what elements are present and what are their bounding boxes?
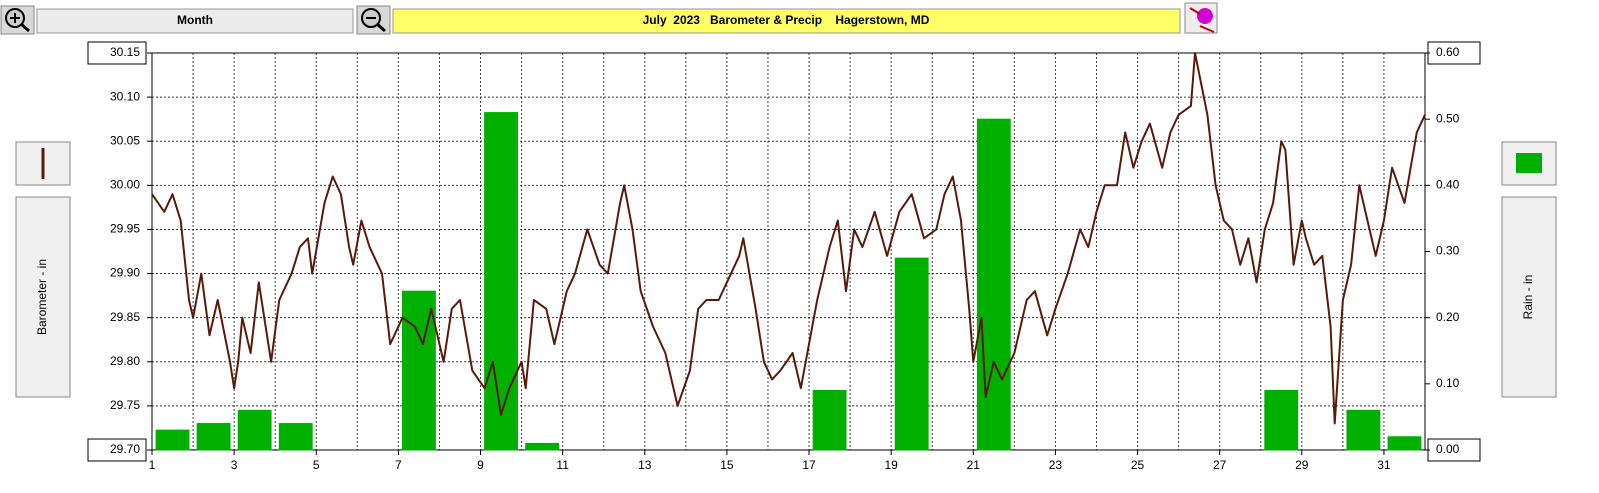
y2-tick-label: 0.60 bbox=[1436, 45, 1460, 59]
rain-bar bbox=[812, 389, 847, 451]
y-tick-label: 29.70 bbox=[110, 442, 140, 456]
y-axis-label: Barometer - in bbox=[35, 259, 49, 335]
x-tick-label: 9 bbox=[477, 458, 484, 472]
rain-bar bbox=[155, 429, 190, 451]
y2-tick-label: 0.10 bbox=[1436, 376, 1460, 390]
barometer-axis-box bbox=[15, 196, 71, 398]
y-tick-label: 29.80 bbox=[110, 354, 140, 368]
x-tick-label: 31 bbox=[1377, 458, 1391, 472]
x-tick-label: 5 bbox=[313, 458, 320, 472]
y2-tick-label: 0.50 bbox=[1436, 111, 1460, 125]
rain-bar bbox=[484, 112, 518, 451]
chart-title: July 2023 Barometer & Precip Hagerstown,… bbox=[643, 13, 930, 27]
tick-box bbox=[87, 438, 147, 462]
rain-bar bbox=[1346, 409, 1381, 451]
x-tick-label: 23 bbox=[1049, 458, 1063, 472]
title-bar bbox=[392, 8, 1181, 34]
rain-axis-box bbox=[1501, 196, 1557, 398]
tick-box bbox=[87, 41, 147, 65]
rain-bar bbox=[278, 423, 313, 451]
rain-swatch bbox=[1516, 153, 1542, 173]
rain-bar bbox=[894, 257, 929, 451]
y-tick-label: 30.00 bbox=[110, 178, 140, 192]
y-tick-label: 29.75 bbox=[110, 398, 140, 412]
y-tick-label: 30.10 bbox=[110, 89, 140, 103]
rain-bar bbox=[196, 423, 231, 451]
zoom-in-button[interactable] bbox=[0, 5, 35, 35]
x-tick-label: 29 bbox=[1295, 458, 1309, 472]
rain-bar bbox=[525, 442, 560, 451]
x-tick-label: 15 bbox=[720, 458, 734, 472]
y2-axis-label: Rain - in bbox=[1521, 275, 1535, 320]
y2-tick-label: 0.00 bbox=[1436, 442, 1460, 456]
x-tick-label: 25 bbox=[1131, 458, 1145, 472]
y2-tick-label: 0.30 bbox=[1436, 244, 1460, 258]
x-tick-label: 3 bbox=[231, 458, 238, 472]
x-tick-label: 1 bbox=[149, 458, 156, 472]
x-tick-label: 21 bbox=[967, 458, 981, 472]
x-tick-label: 27 bbox=[1213, 458, 1227, 472]
y2-tick-label: 0.20 bbox=[1436, 310, 1460, 324]
y-tick-label: 30.05 bbox=[110, 133, 140, 147]
rain-bar bbox=[1387, 436, 1422, 451]
y-tick-label: 30.15 bbox=[110, 45, 140, 59]
rain-bar bbox=[976, 118, 1011, 451]
x-tick-label: 7 bbox=[395, 458, 402, 472]
print-button[interactable] bbox=[1184, 2, 1218, 34]
x-tick-label: 17 bbox=[802, 458, 816, 472]
period-field[interactable] bbox=[36, 8, 354, 34]
y-tick-label: 29.85 bbox=[110, 310, 140, 324]
zoom-out-button[interactable] bbox=[356, 5, 391, 35]
x-tick-label: 19 bbox=[884, 458, 898, 472]
rain-bar bbox=[1264, 389, 1299, 451]
rain-bar bbox=[237, 409, 272, 451]
x-tick-label: 13 bbox=[638, 458, 652, 472]
y-tick-label: 29.90 bbox=[110, 266, 140, 280]
barometer-line bbox=[151, 52, 1426, 425]
x-tick-label: 11 bbox=[556, 458, 569, 472]
y2-tick-label: 0.40 bbox=[1436, 178, 1460, 192]
plot-area bbox=[151, 52, 1426, 451]
period-label: Month bbox=[177, 13, 213, 27]
y-tick-label: 29.95 bbox=[110, 222, 140, 236]
